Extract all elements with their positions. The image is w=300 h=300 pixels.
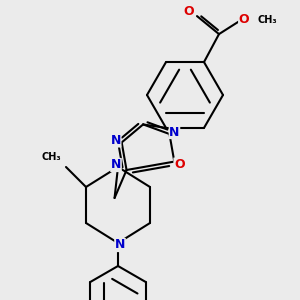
Text: N: N — [111, 158, 121, 172]
Text: O: O — [239, 13, 249, 26]
Text: O: O — [184, 4, 194, 18]
Text: N: N — [115, 238, 125, 251]
Text: N: N — [110, 134, 121, 147]
Text: O: O — [174, 158, 184, 171]
Text: N: N — [169, 125, 180, 139]
Text: CH₃: CH₃ — [41, 152, 61, 162]
Text: CH₃: CH₃ — [258, 15, 278, 25]
